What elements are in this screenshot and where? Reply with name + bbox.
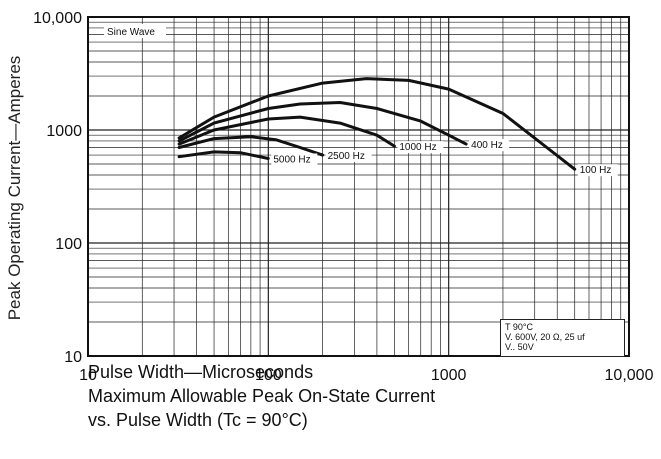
series-label: 1000 Hz <box>399 142 436 153</box>
note-temperature: T 90°C <box>505 322 533 332</box>
x-tick-label: 100 <box>255 367 282 384</box>
series-label-bg <box>469 139 510 152</box>
x-axis-label: Pulse Width—Microseconds <box>88 362 314 382</box>
series-label-bg <box>397 141 444 154</box>
series-line <box>177 77 577 171</box>
chart-grid <box>87 17 629 357</box>
tick-labels: 10 100 1000 10,000 10 100 1000 10,000 <box>33 10 654 384</box>
y-tick-label: 10,000 <box>33 10 82 27</box>
note-voltage-2: V.. 50V <box>505 342 534 352</box>
series-line <box>177 150 270 160</box>
test-conditions-box: T 90°C V. 600V, 20 Ω, 25 uf V.. 50V <box>500 319 625 357</box>
series-line <box>177 115 396 148</box>
series-label: 400 Hz <box>471 140 503 151</box>
y-tick-label: 1000 <box>46 123 82 140</box>
series-label-bg <box>325 150 372 163</box>
series-label: 2500 Hz <box>328 151 365 162</box>
sine-wave-annotation: Sine Wave <box>107 27 155 38</box>
series-labels: 100 Hz 400 Hz 1000 Hz 2500 Hz 5000 Hz <box>271 139 618 177</box>
y-tick-label: 100 <box>55 236 82 253</box>
series-label-bg <box>577 164 618 177</box>
x-tick-label: 10,000 <box>605 367 654 384</box>
series-label-bg <box>271 153 318 166</box>
note-voltage: V. 600V, 20 Ω, 25 uf <box>505 332 585 342</box>
annotation-bg <box>104 24 166 38</box>
caption-line-1: Maximum Allowable Peak On-State Current <box>88 386 436 406</box>
x-tick-label: 10 <box>79 367 97 384</box>
series-label: 5000 Hz <box>273 154 310 165</box>
caption-line-2: vs. Pulse Width (Tc = 90°C) <box>88 410 308 430</box>
series-lines <box>177 77 577 171</box>
plot-frame <box>87 16 630 357</box>
y-tick-label: 10 <box>64 349 82 366</box>
series-line <box>177 101 468 146</box>
series-line <box>177 135 325 157</box>
y-axis-label: Peak Operating Current—Amperes <box>5 56 24 321</box>
x-tick-label: 1000 <box>431 367 467 384</box>
series-label: 100 Hz <box>580 165 612 176</box>
